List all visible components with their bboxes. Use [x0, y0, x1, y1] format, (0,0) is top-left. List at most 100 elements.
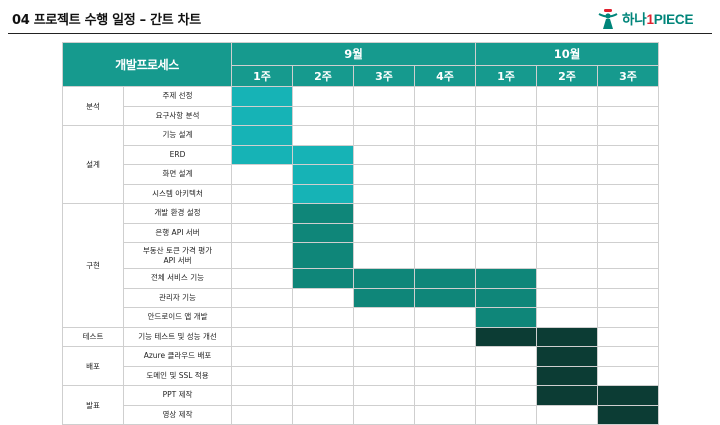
task-name-cell: Azure 클라우드 배포	[123, 346, 232, 367]
week-cell	[475, 164, 538, 185]
category-cell: 발표	[62, 385, 124, 425]
week-cell	[231, 365, 293, 386]
gantt-row: 발표 PPT 제작	[62, 385, 660, 425]
week-cell	[353, 385, 415, 406]
week-cell	[413, 404, 477, 425]
week-cell	[353, 125, 415, 146]
week-cell	[353, 222, 415, 243]
week-cell	[536, 404, 599, 425]
category-cell: 테스트	[62, 326, 124, 347]
task-name-cell: 요구사항 분석	[123, 105, 232, 126]
gantt-row: 부동산 토큰 가격 평가 API 서버	[63, 242, 660, 269]
gantt-bar-segment	[353, 287, 415, 308]
week-cell	[413, 326, 477, 347]
gantt-row: 요구사항 분석	[63, 105, 660, 126]
gantt-bar-segment	[597, 404, 660, 425]
week-header: 2주	[292, 65, 354, 87]
week-cell	[475, 105, 538, 126]
gantt-row: ERD	[63, 144, 660, 165]
task-name-cell: 시스템 아키텍처	[123, 183, 232, 204]
week-cell	[597, 144, 660, 165]
gantt-bar-segment	[597, 385, 660, 406]
week-cell	[231, 346, 293, 367]
week-cell	[597, 307, 660, 328]
week-cell	[475, 203, 538, 224]
week-cell	[353, 307, 415, 328]
gantt-bar-segment	[292, 183, 354, 204]
week-cell	[475, 404, 538, 425]
week-cell	[353, 203, 415, 224]
week-cell	[353, 144, 415, 165]
logo-text-c: PIECE	[653, 12, 694, 27]
week-header: 2주	[536, 65, 599, 87]
week-cell	[475, 385, 538, 406]
week-header: 3주	[597, 65, 660, 87]
gantt-row: 안드로이드 앱 개발	[63, 307, 660, 328]
week-cell	[353, 183, 415, 204]
week-cell	[597, 86, 660, 107]
week-cell	[536, 144, 599, 165]
week-cell	[597, 183, 660, 204]
gantt-bar-segment	[536, 346, 599, 367]
week-cell	[292, 365, 354, 386]
week-cell	[536, 125, 599, 146]
week-cell	[231, 203, 293, 224]
week-cell	[536, 183, 599, 204]
week-cell	[231, 164, 293, 185]
week-cell	[536, 222, 599, 243]
week-cell	[231, 287, 293, 308]
logo-text: 하나1PIECE	[622, 8, 693, 28]
gantt-bar-segment	[231, 86, 293, 107]
gantt-row: 화면 설계	[63, 164, 660, 185]
gantt-row: 시스템 아키텍처	[63, 183, 660, 204]
week-cell	[413, 385, 477, 406]
week-cell	[475, 222, 538, 243]
gantt-bar-segment	[536, 365, 599, 386]
task-name-cell: 관리자 기능	[123, 287, 232, 308]
week-cell	[413, 105, 477, 126]
gantt-bar-segment	[231, 144, 293, 165]
task-name-cell: 기능 테스트 및 성능 개선	[123, 326, 232, 347]
logo-text-b: 1	[646, 12, 654, 27]
gantt-row: 분석 주제 선정	[62, 86, 660, 126]
gantt-bar-segment	[475, 268, 538, 289]
task-name-cell: ERD	[123, 144, 232, 165]
week-cell	[475, 365, 538, 386]
week-cell	[231, 268, 293, 289]
gantt-row: 테스트 기능 테스트 및 성능 개선	[62, 326, 660, 347]
hana-logo-icon	[598, 9, 618, 29]
week-cell	[536, 164, 599, 185]
gantt-row: 전체 서비스 기능	[63, 268, 660, 289]
week-cell	[292, 287, 354, 308]
gantt-body: 분석 주제 선정 요구사항 분석 설계 기능 설계 ERD 화면 설계 시스템 아키텍처 구현 개…	[62, 86, 660, 425]
task-name-cell: 전체 서비스 기능	[123, 268, 232, 289]
gantt-bar-segment	[292, 203, 354, 224]
gantt-row: 구현 개발 환경 설정	[62, 203, 660, 328]
week-cell	[536, 242, 599, 269]
gantt-bar-segment	[231, 125, 293, 146]
process-header: 개발프로세스	[62, 42, 232, 87]
week-cell	[475, 86, 538, 107]
week-header: 1주	[231, 65, 293, 87]
task-name-cell: 도메인 및 SSL 적용	[123, 365, 232, 386]
week-cell	[231, 222, 293, 243]
task-name-cell: 개발 환경 설정	[123, 203, 232, 224]
week-header: 3주	[353, 65, 415, 87]
week-cell	[292, 105, 354, 126]
gantt-chart-table: 개발프로세스 9월 10월 1주 2주 3주 4주 1주 2주 3주 분석 주제 …	[62, 42, 660, 425]
week-cell	[413, 164, 477, 185]
gantt-row: 설계 기능 설계	[62, 125, 660, 204]
week-cell	[413, 125, 477, 146]
week-cell	[413, 307, 477, 328]
week-cell	[231, 385, 293, 406]
task-name-cell: 화면 설계	[123, 164, 232, 185]
week-cell	[353, 326, 415, 347]
week-cell	[413, 365, 477, 386]
week-cell	[475, 144, 538, 165]
week-cell	[353, 346, 415, 367]
month-header-sep: 9월	[230, 42, 477, 66]
category-cell: 분석	[62, 86, 124, 126]
week-cell	[597, 203, 660, 224]
week-cell	[292, 125, 354, 146]
week-cell	[536, 268, 599, 289]
